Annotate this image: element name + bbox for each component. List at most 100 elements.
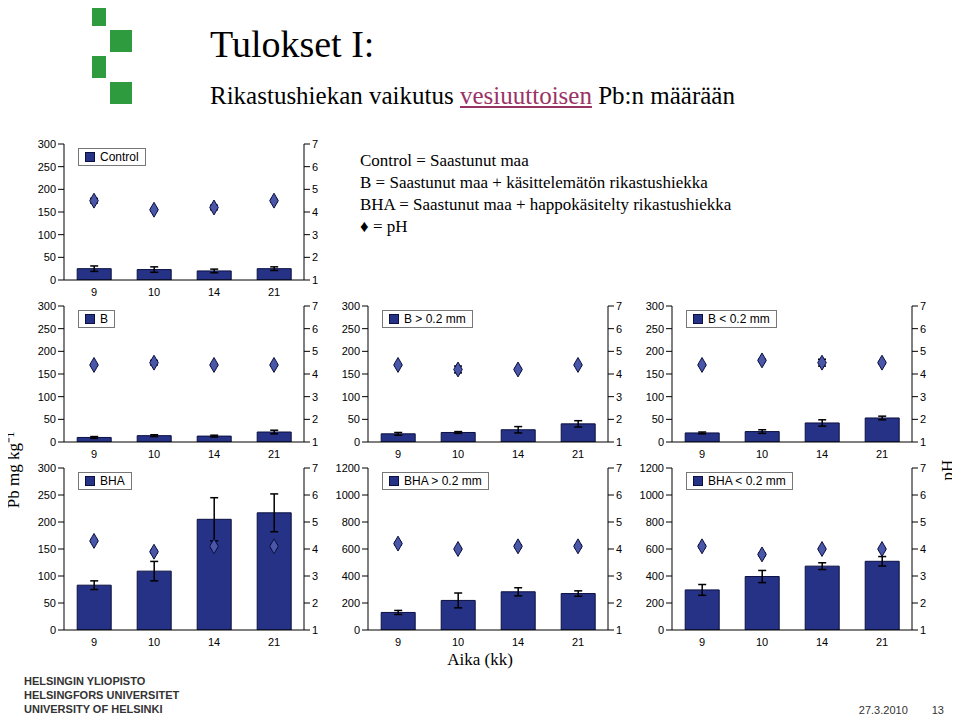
svg-text:300: 300 [646, 300, 664, 312]
svg-text:0: 0 [354, 624, 360, 636]
svg-text:6: 6 [616, 489, 622, 501]
svg-text:50: 50 [348, 413, 360, 425]
svg-text:150: 150 [38, 206, 56, 218]
svg-text:0: 0 [354, 436, 360, 448]
svg-text:2: 2 [312, 251, 318, 263]
svg-text:1: 1 [312, 436, 318, 448]
svg-text:9: 9 [699, 636, 705, 648]
svg-text:1: 1 [616, 624, 622, 636]
svg-text:150: 150 [38, 543, 56, 555]
svg-text:7: 7 [616, 462, 622, 474]
svg-text:800: 800 [646, 516, 664, 528]
svg-text:200: 200 [646, 345, 664, 357]
svg-text:300: 300 [38, 462, 56, 474]
svg-text:3: 3 [920, 570, 926, 582]
svg-text:4: 4 [312, 543, 318, 555]
svg-text:300: 300 [342, 300, 360, 312]
svg-text:0: 0 [50, 274, 56, 286]
svg-text:10: 10 [148, 636, 160, 648]
svg-text:1: 1 [920, 624, 926, 636]
svg-text:14: 14 [208, 448, 220, 460]
svg-text:5: 5 [312, 345, 318, 357]
svg-text:5: 5 [920, 345, 926, 357]
svg-text:21: 21 [268, 286, 280, 298]
svg-text:9: 9 [395, 636, 401, 648]
svg-text:5: 5 [616, 345, 622, 357]
svg-text:2: 2 [616, 413, 622, 425]
svg-text:100: 100 [342, 391, 360, 403]
svg-text:4: 4 [616, 543, 622, 555]
svg-text:250: 250 [38, 161, 56, 173]
svg-text:6: 6 [312, 323, 318, 335]
svg-text:21: 21 [876, 448, 888, 460]
svg-text:4: 4 [920, 543, 926, 555]
svg-text:2: 2 [312, 413, 318, 425]
svg-text:2: 2 [920, 597, 926, 609]
svg-text:14: 14 [208, 286, 220, 298]
svg-text:6: 6 [616, 323, 622, 335]
svg-text:6: 6 [920, 489, 926, 501]
svg-text:1: 1 [312, 274, 318, 286]
svg-text:9: 9 [91, 286, 97, 298]
svg-text:21: 21 [268, 636, 280, 648]
svg-text:10: 10 [148, 448, 160, 460]
svg-text:14: 14 [512, 636, 524, 648]
svg-text:3: 3 [920, 391, 926, 403]
svg-text:250: 250 [38, 323, 56, 335]
svg-text:21: 21 [572, 448, 584, 460]
svg-text:14: 14 [208, 636, 220, 648]
svg-text:50: 50 [44, 413, 56, 425]
svg-text:600: 600 [342, 543, 360, 555]
svg-text:2: 2 [616, 597, 622, 609]
svg-text:400: 400 [646, 570, 664, 582]
svg-text:1: 1 [312, 624, 318, 636]
svg-text:100: 100 [646, 391, 664, 403]
svg-text:200: 200 [342, 345, 360, 357]
svg-text:4: 4 [312, 206, 318, 218]
svg-text:9: 9 [395, 448, 401, 460]
svg-text:3: 3 [312, 229, 318, 241]
svg-text:5: 5 [312, 183, 318, 195]
svg-text:7: 7 [616, 300, 622, 312]
svg-text:0: 0 [50, 624, 56, 636]
svg-text:1: 1 [920, 436, 926, 448]
svg-text:400: 400 [342, 570, 360, 582]
svg-text:50: 50 [652, 413, 664, 425]
svg-text:150: 150 [342, 368, 360, 380]
svg-text:1200: 1200 [336, 462, 360, 474]
svg-text:250: 250 [646, 323, 664, 335]
svg-text:300: 300 [38, 138, 56, 150]
svg-text:14: 14 [512, 448, 524, 460]
svg-text:0: 0 [658, 624, 664, 636]
svg-text:1000: 1000 [336, 489, 360, 501]
svg-text:5: 5 [616, 516, 622, 528]
svg-text:100: 100 [38, 391, 56, 403]
svg-text:150: 150 [646, 368, 664, 380]
svg-text:14: 14 [816, 636, 828, 648]
svg-text:150: 150 [38, 368, 56, 380]
svg-text:200: 200 [342, 597, 360, 609]
svg-text:21: 21 [268, 448, 280, 460]
svg-text:6: 6 [312, 161, 318, 173]
svg-text:1200: 1200 [640, 462, 664, 474]
svg-text:6: 6 [312, 489, 318, 501]
svg-text:200: 200 [646, 597, 664, 609]
svg-text:10: 10 [756, 636, 768, 648]
svg-text:200: 200 [38, 183, 56, 195]
svg-text:21: 21 [876, 636, 888, 648]
svg-text:10: 10 [756, 448, 768, 460]
svg-text:14: 14 [816, 448, 828, 460]
svg-text:7: 7 [312, 138, 318, 150]
svg-text:7: 7 [920, 462, 926, 474]
svg-text:3: 3 [616, 570, 622, 582]
svg-text:9: 9 [91, 636, 97, 648]
svg-text:0: 0 [658, 436, 664, 448]
svg-text:21: 21 [572, 636, 584, 648]
svg-text:9: 9 [91, 448, 97, 460]
svg-text:7: 7 [920, 300, 926, 312]
svg-text:5: 5 [312, 516, 318, 528]
svg-text:10: 10 [148, 286, 160, 298]
svg-text:10: 10 [452, 636, 464, 648]
svg-text:3: 3 [616, 391, 622, 403]
svg-text:100: 100 [38, 229, 56, 241]
